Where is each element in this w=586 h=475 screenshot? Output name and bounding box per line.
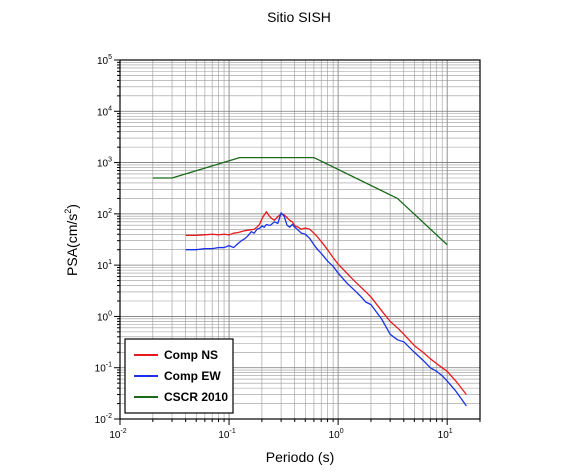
y-tick-label: 105 bbox=[97, 54, 112, 67]
chart-title: Sitio SISH bbox=[267, 9, 331, 25]
legend: Comp NS Comp EW CSCR 2010 bbox=[124, 338, 234, 414]
y-axis-title-close: ) bbox=[64, 204, 80, 209]
tick-labels: 10-2 10-1 100 101 10-2 10-1 100 101 102 103 104 105 bbox=[95, 54, 453, 441]
series-line-1 bbox=[185, 211, 467, 395]
x-tick-label: 101 bbox=[438, 428, 453, 441]
y-axis-title: PSA(cm/s2) bbox=[63, 204, 80, 276]
y-tick-label: 102 bbox=[97, 208, 112, 221]
legend-label: Comp EW bbox=[164, 369, 221, 383]
legend-label: Comp NS bbox=[164, 348, 218, 362]
y-tick-label: 100 bbox=[97, 310, 112, 323]
x-tick-label: 10-2 bbox=[109, 428, 126, 441]
y-tick-label: 10-1 bbox=[95, 362, 112, 375]
grid-lines bbox=[119, 59, 481, 420]
x-axis-title: Periodo (s) bbox=[266, 449, 334, 465]
x-tick-label: 10-1 bbox=[218, 428, 235, 441]
y-tick-label: 10-2 bbox=[95, 413, 112, 426]
y-tick-label: 103 bbox=[97, 157, 112, 170]
y-axis-title-main: PSA(cm/s bbox=[64, 214, 80, 276]
legend-label: CSCR 2010 bbox=[164, 390, 228, 404]
plot-frame bbox=[119, 59, 481, 420]
y-tick-label: 104 bbox=[97, 105, 112, 118]
series-layer bbox=[152, 156, 467, 407]
axis-ticks bbox=[114, 59, 481, 425]
x-tick-label: 100 bbox=[329, 428, 344, 441]
series-line-2 bbox=[185, 212, 467, 407]
y-tick-label: 101 bbox=[97, 259, 112, 272]
y-axis-title-sup: 2 bbox=[63, 209, 73, 214]
series-line-3 bbox=[152, 156, 448, 246]
